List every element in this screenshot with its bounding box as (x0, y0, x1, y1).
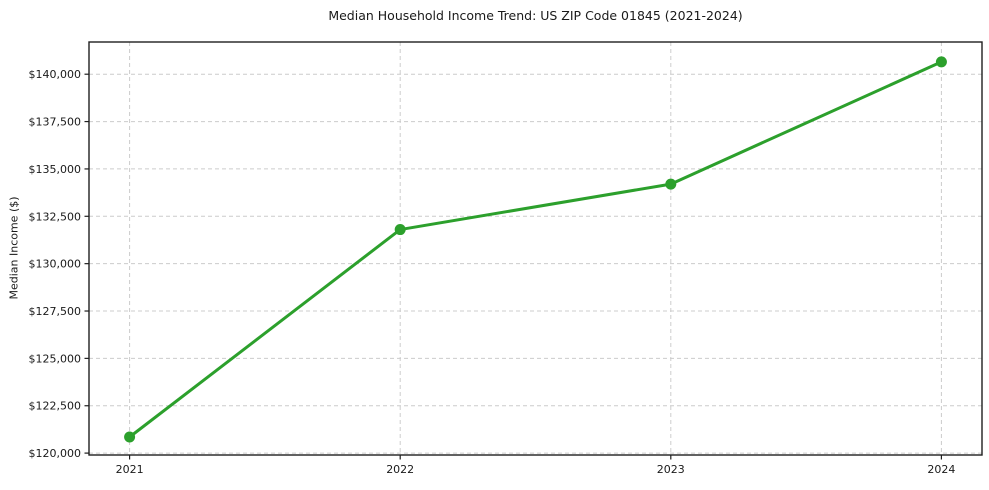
chart-title: Median Household Income Trend: US ZIP Co… (328, 8, 743, 23)
x-tick-label: 2024 (927, 463, 955, 476)
y-tick-label: $137,500 (29, 116, 82, 129)
y-tick-label: $140,000 (29, 68, 82, 81)
x-tick-label: 2021 (116, 463, 144, 476)
y-tick-label: $127,500 (29, 305, 82, 318)
y-tick-label: $135,000 (29, 163, 82, 176)
axes-spines (88, 41, 983, 456)
y-tick-label: $120,000 (29, 447, 82, 460)
x-tick-label: 2023 (657, 463, 685, 476)
data-point-2023 (665, 178, 677, 190)
data-point-2022 (394, 224, 406, 236)
x-tick-label: 2022 (386, 463, 414, 476)
y-tick-label: $122,500 (29, 400, 82, 413)
data-point-2021 (124, 431, 136, 443)
data-point-2024 (935, 56, 947, 68)
income-trend-line (128, 60, 943, 439)
y-tick-label: $132,500 (29, 210, 82, 223)
y-tick-label: $125,000 (29, 352, 82, 365)
y-tick-label: $130,000 (29, 258, 82, 271)
